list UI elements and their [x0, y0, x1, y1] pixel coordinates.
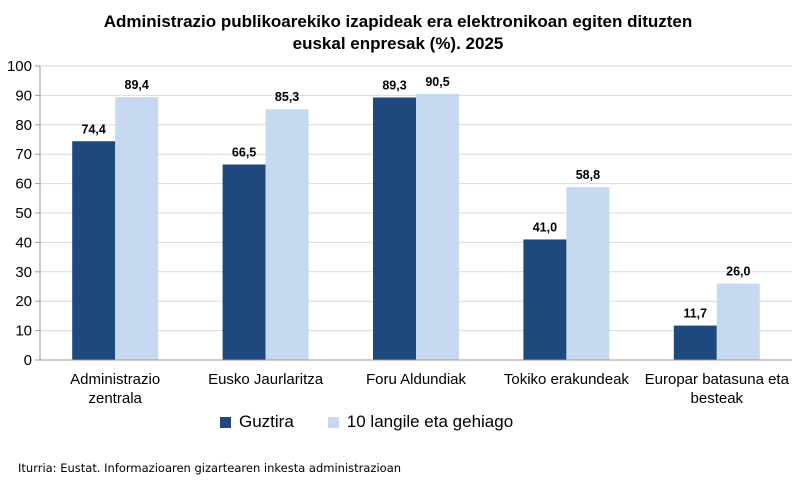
- source-note: Iturria: Eustat. Informazioaren gizartea…: [18, 461, 402, 475]
- bar: [716, 283, 760, 360]
- y-tick-label: 80: [15, 117, 32, 134]
- data-label: 90,5: [425, 75, 449, 89]
- bars: [72, 93, 760, 361]
- data-label: 74,4: [82, 122, 106, 136]
- category-label: Eusko Jaurlaritza: [208, 371, 324, 388]
- data-label: 85,3: [275, 90, 299, 104]
- y-axis-ticks: 0 10 20 30 40 50 60 70 80 90 100: [7, 58, 40, 369]
- bar: [566, 187, 610, 360]
- data-label: 41,0: [533, 220, 557, 234]
- y-tick-label: 10: [15, 323, 32, 340]
- data-labels: 74,4 89,4 66,5 85,3 89,3 90,5 41,0 58,8 11,7 26,0: [82, 75, 751, 321]
- y-tick-label: 60: [15, 176, 32, 193]
- y-tick-label: 50: [15, 205, 32, 222]
- bar: [523, 239, 567, 360]
- chart-title-line-1: Administrazio publikoarekiko izapideak e…: [104, 12, 693, 31]
- bar: [265, 109, 309, 360]
- category-label: besteak: [691, 390, 744, 407]
- data-label: 89,3: [382, 78, 406, 92]
- legend-swatch-guztira: [220, 416, 231, 428]
- data-label: 58,8: [576, 168, 600, 182]
- y-tick-label: 40: [15, 234, 32, 251]
- y-tick-label: 20: [15, 293, 32, 310]
- legend: Guztira 10 langile eta gehiago: [220, 412, 513, 432]
- y-tick-label: 30: [15, 264, 32, 281]
- y-tick-label: 90: [15, 87, 32, 104]
- data-label: 66,5: [232, 145, 256, 159]
- category-label: Europar batasuna eta: [645, 371, 790, 388]
- category-labels: Administrazio zentrala Eusko Jaurlaritza Fo…: [70, 371, 789, 407]
- category-label: zentrala: [89, 390, 143, 407]
- legend-swatch-10-langile: [327, 416, 339, 428]
- data-label: 11,7: [683, 307, 707, 321]
- bar: [673, 325, 717, 360]
- bar: [115, 97, 159, 360]
- y-tick-label: 70: [15, 146, 32, 163]
- category-label: Tokiko erakundeak: [504, 371, 630, 388]
- legend-label-guztira: Guztira: [239, 412, 294, 431]
- legend-item-guztira: Guztira: [220, 412, 294, 432]
- bar: [373, 97, 416, 360]
- data-label: 89,4: [125, 78, 149, 92]
- y-tick-label: 0: [24, 352, 32, 369]
- legend-item-10-langile: 10 langile eta gehiago: [327, 412, 514, 432]
- bar: [72, 141, 116, 360]
- data-label: 26,0: [726, 265, 750, 279]
- chart-title-line-2: euskal enpresak (%). 2025: [293, 34, 504, 53]
- y-tick-label: 100: [7, 58, 32, 75]
- category-label: Administrazio: [70, 371, 160, 388]
- legend-label-10-langile: 10 langile eta gehiago: [346, 412, 514, 431]
- bar: [416, 93, 459, 361]
- bar: [222, 164, 266, 360]
- category-label: Foru Aldundiak: [366, 371, 467, 388]
